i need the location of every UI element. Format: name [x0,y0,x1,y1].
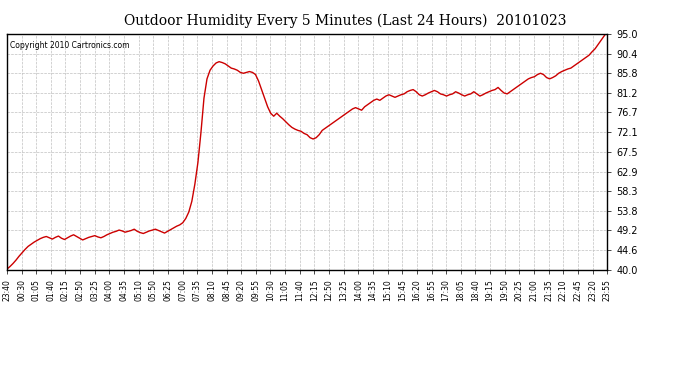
Text: Copyright 2010 Cartronics.com: Copyright 2010 Cartronics.com [10,41,130,50]
Text: Outdoor Humidity Every 5 Minutes (Last 24 Hours)  20101023: Outdoor Humidity Every 5 Minutes (Last 2… [124,13,566,27]
